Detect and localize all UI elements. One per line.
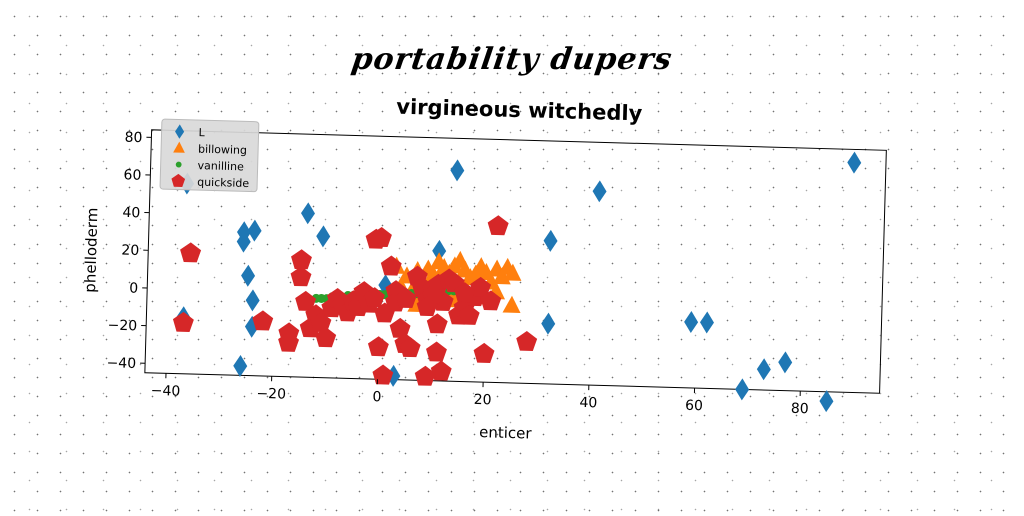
series-quickside [171,206,540,389]
y-tick-label: 40 [122,205,140,221]
pentagon-point [473,343,494,363]
y-tick-label: 0 [129,280,138,296]
chart-title: virgineous witchedly [396,95,643,126]
legend-label: vanilline [197,159,244,173]
triangle-point [503,295,521,312]
pentagon-point [180,242,202,262]
pentagon-point [516,331,537,351]
diamond-point [684,311,699,333]
x-axis-label: enticer [479,423,533,442]
x-tick-label: 0 [372,389,381,405]
diamond-point [543,230,558,252]
diamond-point [301,202,316,224]
x-tick-label: 80 [791,401,809,417]
legend-label: billowing [198,143,247,157]
diamond-point [450,159,465,181]
x-tick-label: −40 [150,383,180,400]
y-tick-label: 20 [121,243,139,259]
pentagon-point [426,313,447,333]
pentagon-point [291,249,312,269]
y-tick-label: −40 [106,355,136,372]
diamond-point [847,151,862,173]
diamond-point [819,390,834,412]
y-tick-label: 60 [123,167,141,183]
x-tick-label: 40 [579,395,597,411]
diamond-point [700,311,715,333]
diamond-point [735,378,750,400]
diamond-point [757,358,772,380]
x-tick-label: 60 [685,398,703,414]
y-tick-label: 80 [124,130,142,146]
plot-group: −40 −20 0 20 40 60 80 −40 −20 0 20 40 60 80 virgineou… [77,86,887,452]
series-L [174,133,861,413]
diamond-point [233,355,248,377]
diamond-point [316,225,331,247]
pentagon-point [368,336,389,356]
pentagon-point [426,341,447,361]
diamond-point [245,289,260,311]
diamond-point [778,351,793,373]
diamond-point [592,180,607,202]
pentagon-point [173,312,194,332]
x-tick-label: −20 [256,386,286,403]
diamond-point [241,265,256,287]
y-tick-label: −20 [107,318,137,335]
y-axis-label: phelloderm [81,207,101,293]
pentagon-point [487,215,509,235]
data-marks [171,133,862,413]
legend-label: quickside [197,176,250,190]
x-tick-label: 20 [473,392,491,408]
diamond-point [541,312,556,334]
